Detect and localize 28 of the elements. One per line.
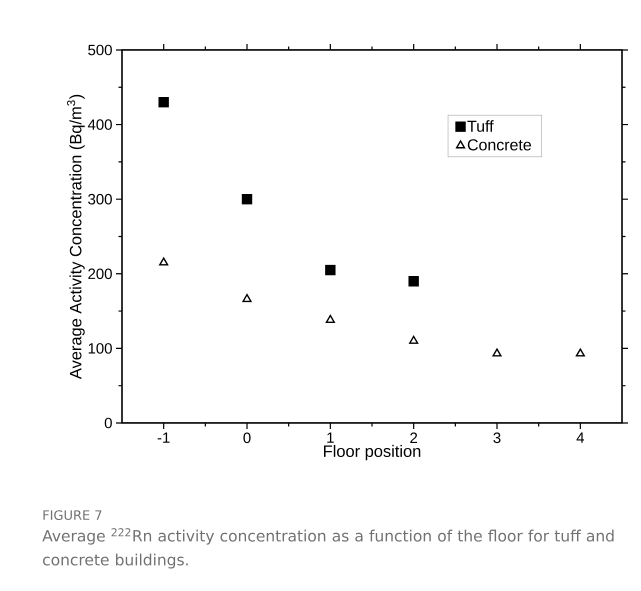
y-tick-label: 300 (88, 194, 112, 204)
point (158, 97, 169, 108)
point (576, 348, 585, 357)
y-axis-title: Average Activity Concentration (Bq/m$^{3}$) (67, 94, 85, 380)
legend-label: Tuff (467, 120, 494, 132)
point (325, 264, 336, 276)
x-axis-title: Floor position (324, 444, 420, 460)
x-tick-label: 4 (576, 432, 584, 443)
x-tick-label: 1 (327, 432, 334, 443)
x-tick-label: -1 (158, 432, 170, 443)
point (242, 294, 252, 302)
point (159, 257, 168, 266)
text: Average $^{222}$Rn activity concentration as a function of the floor for tuff and concrete buildings. (42, 528, 614, 569)
y-tick-label: 200 (88, 268, 112, 280)
x-tick-label: 2 (410, 432, 418, 443)
point (242, 194, 252, 204)
y-tick-label: 500 (88, 44, 112, 56)
point (408, 276, 419, 286)
y-tick-label: 400 (88, 119, 112, 130)
x-tick-label: 3 (493, 432, 501, 444)
point (326, 314, 335, 323)
y-tick-label: 100 (88, 343, 112, 354)
x-tick-label: 0 (243, 432, 251, 444)
point (409, 336, 418, 344)
legend-label: Concrete (468, 139, 531, 150)
point (492, 348, 502, 357)
caption: FIGURE 7 (43, 510, 102, 520)
y-tick-label: 0 (104, 418, 112, 428)
